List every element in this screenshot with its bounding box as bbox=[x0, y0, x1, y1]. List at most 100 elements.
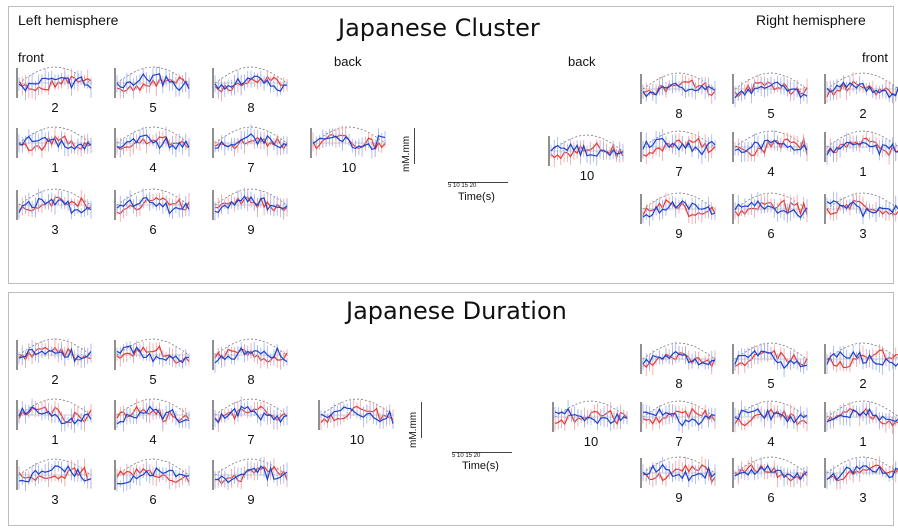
channel-right-3-number: 3 bbox=[859, 226, 867, 241]
red-series-line bbox=[116, 345, 190, 364]
blue-series-line bbox=[826, 200, 898, 219]
blue-series-line bbox=[214, 465, 288, 484]
channel-left-2-plot bbox=[16, 338, 92, 370]
channel-left-3-number: 3 bbox=[51, 492, 59, 507]
blue-series-line bbox=[116, 134, 190, 151]
channel-left-8-number: 8 bbox=[247, 100, 255, 115]
blue-series-line bbox=[18, 135, 92, 151]
blue-series-line bbox=[214, 346, 288, 364]
x-scale-ticks: 5 10 15 20 bbox=[448, 182, 508, 189]
channel-right-5-number: 5 bbox=[767, 106, 775, 121]
channel-left-8-number: 8 bbox=[247, 372, 255, 387]
channel-left-1-number: 1 bbox=[51, 432, 59, 447]
blue-series-line bbox=[826, 81, 898, 99]
channel-left-1-number: 1 bbox=[51, 160, 59, 175]
template-curve bbox=[18, 398, 92, 416]
red-series-line bbox=[826, 199, 898, 216]
red-series-line bbox=[320, 405, 394, 424]
template-curve bbox=[642, 400, 716, 418]
blue-series-line bbox=[18, 406, 92, 425]
channel-left-9-plot bbox=[212, 456, 288, 491]
template-curve bbox=[18, 188, 92, 206]
channel-right-8-plot bbox=[640, 341, 716, 377]
channel-right-10-plot bbox=[552, 399, 628, 432]
back-left-label: back bbox=[334, 54, 362, 69]
template-curve bbox=[826, 72, 898, 90]
channel-left-6-number: 6 bbox=[149, 222, 157, 237]
channel-right-2-plot bbox=[824, 72, 898, 104]
cluster-panel-title: Japanese Cluster bbox=[338, 14, 540, 42]
red-series-line bbox=[642, 407, 716, 425]
channel-left-4-number: 4 bbox=[149, 160, 157, 175]
template-curve bbox=[734, 72, 808, 90]
channel-left-7-plot bbox=[212, 396, 288, 433]
channel-right-6-number: 6 bbox=[767, 490, 775, 505]
blue-series-line bbox=[734, 408, 808, 424]
template-curve bbox=[214, 458, 288, 476]
blue-series-line bbox=[116, 405, 190, 425]
channel-left-6-plot bbox=[114, 188, 190, 222]
blue-series-line bbox=[642, 350, 715, 366]
channel-left-5-plot bbox=[114, 338, 190, 370]
red-series-line bbox=[826, 80, 898, 98]
front-right-label: front bbox=[862, 50, 889, 65]
blue-series-line bbox=[214, 195, 288, 214]
channel-left-4-number: 4 bbox=[149, 432, 157, 447]
channel-left-2-number: 2 bbox=[51, 100, 59, 115]
channel-left-7-plot bbox=[212, 124, 288, 158]
blue-series-line bbox=[554, 407, 628, 425]
channel-left-2-plot bbox=[16, 66, 92, 101]
channel-right-1-plot bbox=[824, 400, 898, 434]
template-curve bbox=[116, 398, 190, 416]
channel-right-1-number: 1 bbox=[859, 434, 867, 449]
channel-right-3-plot bbox=[824, 456, 898, 490]
template-curve bbox=[18, 126, 92, 144]
red-series-line bbox=[826, 349, 898, 369]
template-curve bbox=[116, 188, 190, 206]
blue-series-line bbox=[826, 407, 898, 423]
channel-right-7-number: 7 bbox=[675, 434, 683, 449]
blue-series-line bbox=[642, 137, 716, 156]
template-curve bbox=[214, 188, 288, 206]
channel-right-8-plot bbox=[640, 72, 716, 104]
template-curve bbox=[642, 130, 716, 148]
channel-right-10-number: 10 bbox=[579, 168, 595, 183]
channel-left-9-number: 9 bbox=[247, 222, 255, 237]
blue-series-line bbox=[18, 197, 92, 215]
channel-left-3-plot bbox=[16, 458, 92, 491]
channel-left-9-number: 9 bbox=[247, 492, 255, 507]
channel-right-10-number: 10 bbox=[583, 434, 599, 449]
template-curve bbox=[320, 398, 394, 416]
template-curve bbox=[734, 342, 808, 360]
channel-left-10-number: 10 bbox=[341, 160, 357, 175]
channel-left-7-number: 7 bbox=[247, 160, 255, 175]
blue-series-line bbox=[734, 200, 808, 219]
blue-series-line bbox=[826, 141, 898, 157]
channel-left-5-number: 5 bbox=[149, 372, 157, 387]
channel-right-7-number: 7 bbox=[675, 164, 683, 179]
blue-series-line bbox=[550, 142, 624, 158]
channel-right-3-plot bbox=[824, 191, 898, 224]
x-axis-label: Time(s) bbox=[458, 191, 495, 203]
blue-series-line bbox=[116, 72, 190, 92]
blue-series-line bbox=[214, 405, 288, 424]
back-right-label: back bbox=[568, 54, 596, 69]
template-curve bbox=[734, 400, 808, 418]
template-curve bbox=[734, 130, 808, 148]
channel-left-2-number: 2 bbox=[51, 372, 59, 387]
channel-right-6-plot bbox=[732, 456, 808, 488]
channel-left-1-plot bbox=[16, 126, 92, 158]
blue-series-line bbox=[312, 135, 386, 151]
blue-series-line bbox=[826, 465, 898, 481]
template-curve bbox=[734, 192, 808, 210]
red-series-line bbox=[642, 137, 716, 157]
template-curve bbox=[734, 456, 808, 474]
blue-series-line bbox=[18, 464, 92, 483]
template-curve bbox=[116, 66, 190, 84]
red-series-line bbox=[18, 75, 92, 92]
blue-series-line bbox=[18, 76, 92, 92]
channel-left-4-plot bbox=[114, 398, 190, 432]
channel-left-6-number: 6 bbox=[149, 492, 157, 507]
blue-series-line bbox=[116, 196, 190, 215]
blue-series-line bbox=[642, 200, 716, 218]
